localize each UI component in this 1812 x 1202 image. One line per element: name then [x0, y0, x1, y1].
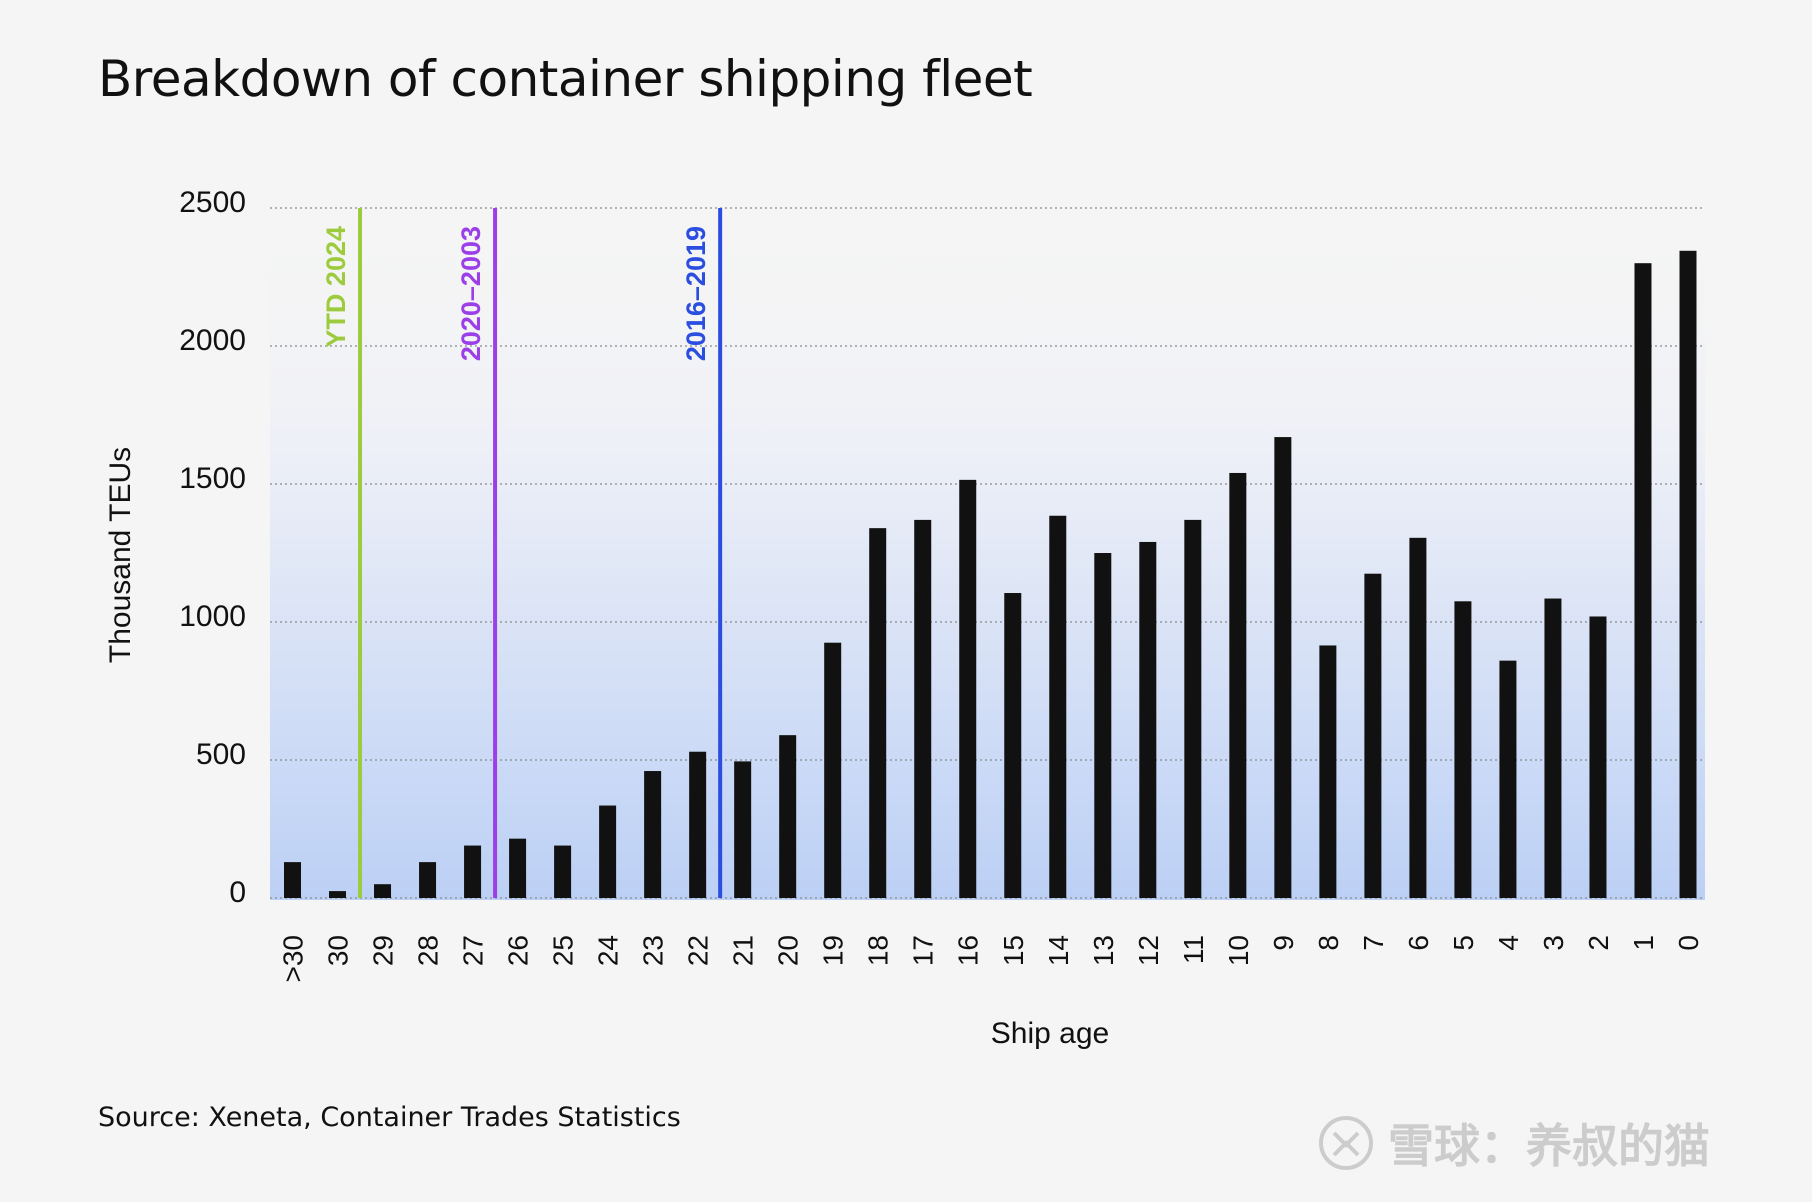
x-tick-label: 15: [998, 935, 1029, 966]
bar-6: [1409, 537, 1427, 898]
x-tick-label: 7: [1358, 935, 1389, 951]
bar-0: [1679, 250, 1697, 898]
bar-19: [824, 642, 842, 898]
y-tick-label: 2000: [179, 324, 246, 357]
bar-29: [374, 884, 392, 898]
source-note: Source: Xeneta, Container Trades Statist…: [98, 1102, 681, 1133]
x-tick-label: 22: [683, 935, 714, 966]
bar-5: [1454, 601, 1472, 898]
bar-30: [329, 891, 347, 898]
bar-14: [1049, 515, 1067, 898]
bar-27: [464, 845, 482, 898]
y-tick-label: 2500: [179, 186, 246, 219]
bar-10: [1229, 472, 1247, 898]
y-tick-labels: 0 500 1000 1500 2000 2500: [179, 186, 246, 909]
y-tick-label: 500: [196, 738, 246, 771]
bar-12: [1139, 541, 1157, 898]
x-tick-label: 26: [503, 935, 534, 966]
bars: [284, 250, 1697, 898]
x-tick-label: 27: [458, 935, 489, 966]
x-tick-label: 19: [818, 935, 849, 966]
bar-7: [1364, 573, 1382, 898]
bar-3: [1544, 598, 1562, 898]
x-tick-label: 16: [953, 935, 984, 966]
bar-2: [1589, 616, 1607, 898]
chart-title: Breakdown of container shipping fleet: [98, 50, 1033, 108]
bar-20: [779, 735, 797, 898]
y-axis-label: Thousand TEUs: [104, 447, 137, 663]
bar-4: [1499, 660, 1517, 898]
bar-17: [914, 519, 932, 898]
x-tick-label: 29: [368, 935, 399, 966]
bar-11: [1184, 519, 1202, 898]
x-tick-label: 12: [1133, 935, 1164, 966]
x-tick-label: >30: [278, 935, 309, 983]
x-axis-label: Ship age: [991, 1017, 1109, 1050]
marker-label: YTD 2024: [321, 226, 351, 348]
x-tick-label: 30: [323, 935, 354, 966]
bar-24: [599, 805, 617, 898]
x-tick-label: 20: [773, 935, 804, 966]
x-tick-label: 5: [1448, 935, 1479, 951]
x-tick-label: 13: [1088, 935, 1119, 966]
bar-23: [644, 771, 662, 898]
snowball-logo-icon: [1319, 1116, 1373, 1170]
period-markers: YTD 2024 2020–2003 2016–2019: [321, 208, 723, 898]
bar-8: [1319, 645, 1337, 898]
x-tick-label: 1: [1628, 935, 1659, 951]
y-tick-label: 1500: [179, 462, 246, 495]
bar->30: [284, 862, 301, 898]
x-tick-label: 18: [863, 935, 894, 966]
bar-1: [1634, 263, 1652, 898]
y-tick-label: 1000: [179, 600, 246, 633]
bar-25: [554, 845, 572, 898]
y-tick-label: 0: [229, 876, 246, 909]
x-tick-label: 6: [1403, 935, 1434, 951]
x-tick-label: 8: [1313, 935, 1344, 951]
x-tick-label: 10: [1223, 935, 1254, 966]
bar-16: [959, 479, 977, 898]
x-tick-labels: >30 30 29 28 27 26 25 24 23 22 21 20 19 18 17 16 15 14 13 1…: [278, 935, 1705, 983]
x-tick-label: 9: [1268, 935, 1299, 951]
x-tick-label: 28: [413, 935, 444, 966]
x-tick-label: 24: [593, 935, 624, 966]
x-tick-label: 23: [638, 935, 669, 966]
watermark: 雪球：养叔的猫: [1318, 1110, 1710, 1176]
x-tick-label: 4: [1493, 935, 1524, 951]
x-tick-label: 11: [1178, 935, 1209, 964]
x-tick-label: 17: [908, 935, 939, 966]
x-tick-label: 25: [548, 935, 579, 966]
x-tick-label: 21: [728, 935, 759, 966]
x-tick-label: 3: [1538, 935, 1569, 951]
x-tick-label: 14: [1043, 935, 1074, 966]
bar-22: [689, 751, 707, 898]
bar-9: [1274, 437, 1292, 898]
watermark-text: 雪球：养叔的猫: [1388, 1119, 1710, 1173]
bar-13: [1094, 553, 1112, 898]
x-tick-label: 2: [1583, 935, 1614, 951]
bar-18: [869, 528, 887, 898]
bar-15: [1004, 593, 1022, 898]
bar-21: [734, 761, 752, 898]
marker-label: 2016–2019: [681, 226, 711, 361]
bar-28: [419, 862, 437, 898]
bar-26: [509, 838, 527, 898]
x-tick-label: 0: [1673, 935, 1704, 951]
marker-label: 2020–2003: [456, 226, 486, 361]
